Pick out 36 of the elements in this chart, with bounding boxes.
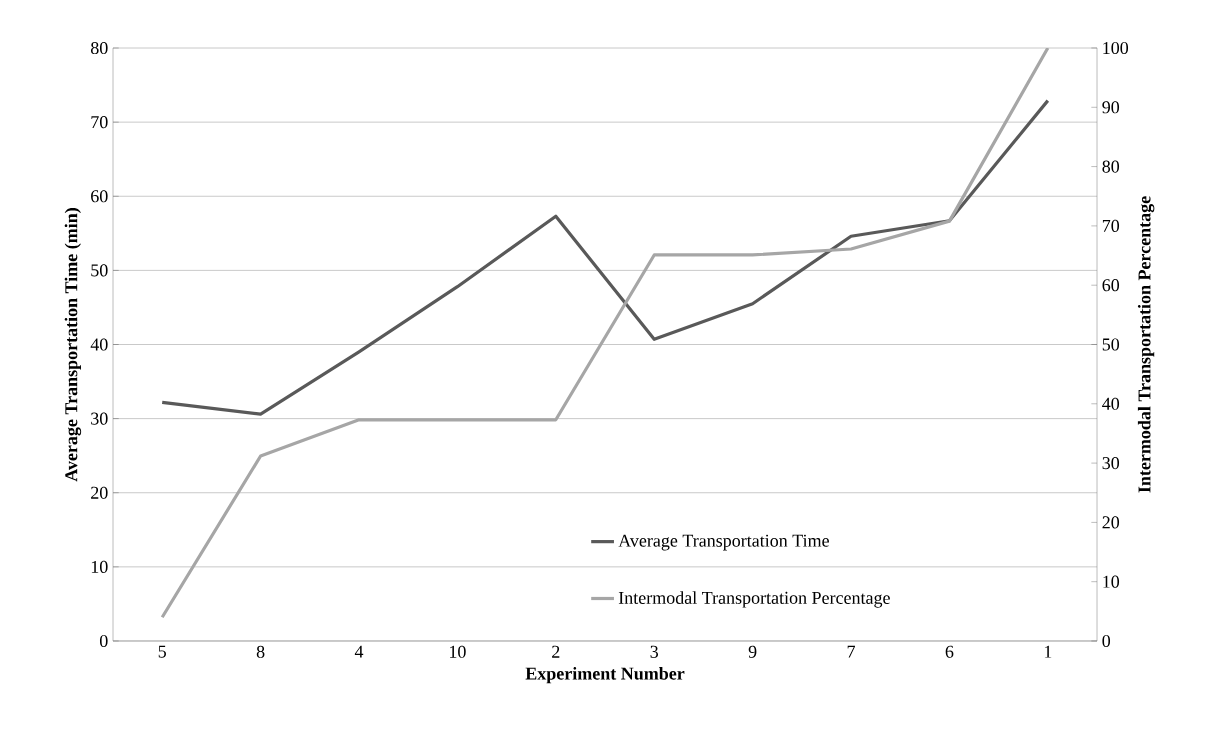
y2-tick-label: 30 — [1102, 457, 1120, 470]
y-tick-label: 40 — [90, 338, 108, 351]
y2-tick-label: 0 — [1102, 634, 1111, 648]
y-tick-label: 70 — [91, 116, 108, 129]
x-tick-label: 4 — [354, 645, 364, 658]
y2-tick-label: 70 — [1102, 219, 1120, 232]
y2-tick-label: 100 — [1103, 41, 1129, 55]
y-tick-label: 10 — [91, 560, 108, 573]
y2-tick-label: 10 — [1103, 575, 1120, 588]
y2-tick-label: 60 — [1102, 279, 1120, 292]
x-tick-label: 1 — [1044, 645, 1052, 658]
x-tick-label: 7 — [847, 645, 856, 658]
y2-tick-label: 80 — [1102, 160, 1120, 173]
y-tick-label: 20 — [91, 486, 108, 499]
x-tick-label: 8 — [256, 645, 265, 658]
x-tick-label: 2 — [552, 645, 560, 658]
y2-tick-label: 50 — [1102, 338, 1120, 351]
y2-tick-label: 20 — [1102, 516, 1120, 529]
legend-label: Intermodal Transportation Percentage — [618, 591, 890, 608]
y2-tick-label: 40 — [1102, 397, 1120, 410]
y2-tick-label: 90 — [1102, 101, 1120, 114]
y-tick-label: 30 — [91, 412, 108, 425]
line-series — [160, 99, 1050, 416]
y-tick-label: 0 — [99, 634, 108, 648]
x-axis-title: Experiment Number — [525, 667, 685, 684]
x-tick-label: 6 — [945, 645, 954, 658]
y-axis-title: Average Transportation Time (min) — [64, 208, 82, 482]
y-tick-label: 50 — [91, 264, 108, 277]
y2-axis-title: Intermodal Transportation Percentage — [1137, 196, 1155, 493]
y-tick-label: 80 — [90, 41, 108, 55]
x-tick-label: 5 — [158, 645, 167, 658]
x-tick-label: 3 — [650, 645, 659, 658]
x-tick-label: 10 — [450, 645, 466, 658]
legend-label: Average Transportation Time — [618, 534, 829, 551]
x-tick-label: 9 — [748, 645, 757, 658]
y-tick-label: 60 — [91, 190, 108, 203]
